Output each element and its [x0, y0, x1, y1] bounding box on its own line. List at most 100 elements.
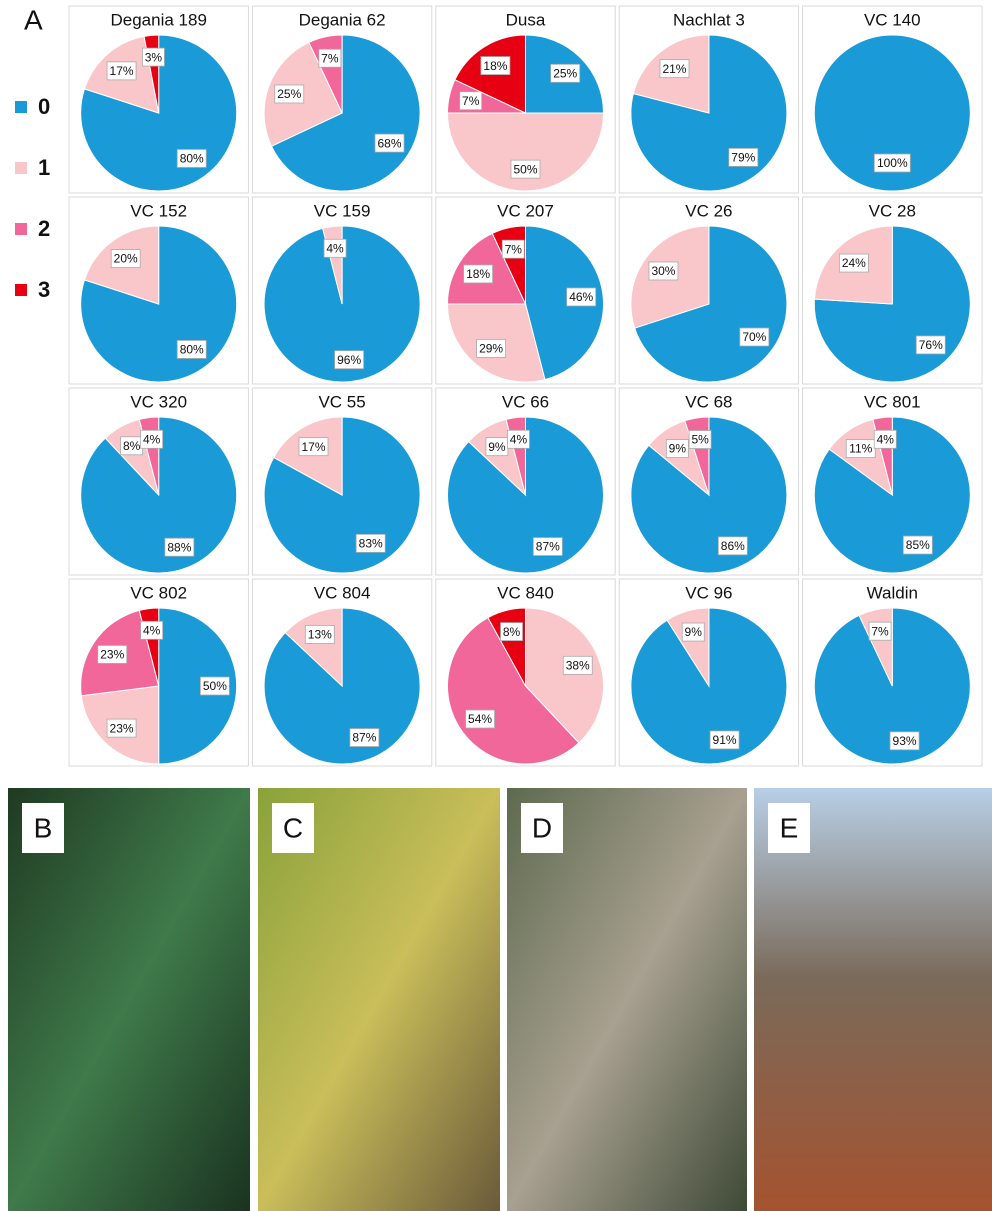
- data-label: 23%: [110, 721, 134, 735]
- data-label-box: [507, 429, 530, 449]
- data-label-box: [140, 620, 164, 640]
- data-label-box: [459, 91, 483, 111]
- data-label-box: [566, 287, 597, 307]
- pie-chart: VC 28 76% 24%: [802, 196, 983, 385]
- chart-title: VC 801: [864, 392, 921, 411]
- panel-label: D: [532, 812, 552, 843]
- data-label-box: [476, 338, 506, 358]
- data-label-box: [501, 239, 525, 259]
- data-label: 85%: [906, 538, 930, 552]
- data-label-box: [298, 437, 329, 457]
- pie-chart: VC 802 50% 23% 23% 4%: [68, 578, 249, 767]
- pie-chart: VC 26 70% 30%: [618, 196, 800, 385]
- pie-chart: VC 68 86% 9% 5%: [618, 387, 800, 576]
- panel-label: A: [24, 4, 43, 35]
- panel-label-box: [521, 803, 563, 853]
- data-label: 5%: [691, 433, 709, 447]
- data-label-box: [304, 625, 335, 644]
- data-label-box: [349, 728, 380, 747]
- data-label: 25%: [553, 66, 577, 80]
- data-label: 80%: [180, 343, 204, 357]
- pie-slice: [263, 607, 421, 765]
- data-label: 46%: [569, 290, 593, 304]
- data-label-box: [176, 149, 207, 168]
- photo: [754, 788, 992, 1211]
- data-label: 4%: [510, 432, 528, 446]
- pie-chart: VC 96 91% 9%: [618, 578, 800, 767]
- pie-slice: [158, 607, 238, 765]
- data-label: 18%: [466, 267, 490, 281]
- pie-chart: Degania 62 68% 25% 7%: [251, 5, 433, 194]
- pie-slice: [813, 34, 971, 192]
- data-label: 17%: [110, 64, 134, 78]
- chart-title: VC 840: [497, 583, 554, 602]
- data-label: 9%: [685, 625, 703, 639]
- data-label: 4%: [877, 432, 895, 446]
- data-label-box: [717, 536, 748, 556]
- data-label: 8%: [503, 625, 521, 639]
- data-label-box: [374, 133, 405, 153]
- chart-title: Degania 62: [299, 10, 386, 29]
- data-label-box: [106, 718, 137, 738]
- chart-title: Degania 189: [110, 10, 206, 29]
- data-label: 7%: [871, 624, 889, 638]
- data-label-box: [868, 621, 892, 641]
- pie-chart: Nachlat 3 79% 21%: [618, 5, 800, 194]
- data-label: 83%: [359, 537, 383, 551]
- data-label: 11%: [849, 442, 872, 456]
- data-label: 21%: [662, 62, 686, 76]
- data-label: 86%: [721, 539, 745, 553]
- panel-label: B: [34, 812, 53, 843]
- data-label-box: [465, 709, 495, 729]
- pie-chart: VC 152 80% 20%: [68, 196, 249, 385]
- data-label: 38%: [566, 658, 590, 672]
- chart-title: VC 159: [314, 201, 371, 220]
- pie-chart: VC 840 38% 54% 8%: [435, 578, 616, 767]
- data-label-box: [176, 340, 207, 359]
- data-label-box: [728, 147, 759, 167]
- pie-chart: VC 801 85% 11% 4%: [802, 387, 983, 576]
- legend-label: 3: [38, 277, 50, 302]
- pie-slice: [446, 416, 604, 574]
- legend: 0 1 2 3: [15, 94, 50, 302]
- chart-title: VC 68: [685, 392, 732, 411]
- photo: [8, 788, 250, 1211]
- data-label: 79%: [731, 151, 755, 165]
- pie-chart: VC 66 87% 9% 4%: [435, 387, 616, 576]
- data-label-box: [110, 249, 141, 268]
- data-label-box: [681, 622, 705, 642]
- data-label-box: [739, 327, 770, 347]
- pie-chart: VC 140 100%: [802, 5, 983, 194]
- data-label-box: [915, 335, 946, 355]
- data-label: 7%: [462, 94, 480, 108]
- chart-title: VC 152: [130, 201, 187, 220]
- data-label-box: [659, 59, 690, 79]
- data-label-box: [463, 264, 493, 284]
- data-label-box: [318, 48, 342, 68]
- pie-chart: VC 320 88% 8% 4%: [68, 387, 249, 576]
- data-label-box: [199, 676, 230, 696]
- data-label-box: [106, 61, 137, 81]
- panel-label-box: [272, 803, 314, 853]
- data-label: 4%: [326, 241, 344, 255]
- data-label-box: [274, 84, 305, 104]
- pie-chart: Degania 189 80% 17% 3%: [68, 5, 249, 194]
- data-label: 54%: [468, 712, 492, 726]
- data-label: 100%: [877, 156, 908, 170]
- data-label: 7%: [505, 242, 523, 256]
- chart-title: VC 207: [497, 201, 554, 220]
- data-label: 4%: [143, 623, 161, 637]
- data-label: 9%: [669, 442, 687, 456]
- data-label: 96%: [337, 353, 361, 367]
- data-label: 25%: [277, 87, 301, 101]
- data-label-box: [873, 153, 911, 173]
- data-label-box: [140, 429, 164, 449]
- chart-title: VC 804: [314, 583, 371, 602]
- data-label: 76%: [919, 338, 943, 352]
- pie-chart: Dusa 25% 50% 7% 18%: [435, 5, 616, 194]
- data-label: 29%: [479, 342, 503, 356]
- legend-label: 1: [38, 155, 50, 180]
- data-label: 87%: [536, 540, 560, 554]
- data-label-box: [480, 56, 511, 75]
